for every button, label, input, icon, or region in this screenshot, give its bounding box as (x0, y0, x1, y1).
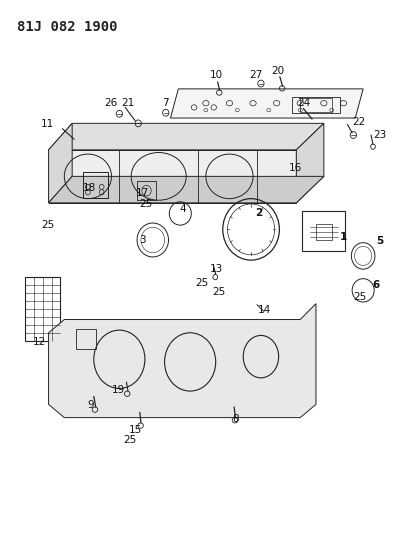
Text: 27: 27 (249, 70, 263, 79)
Text: 17: 17 (135, 188, 149, 198)
Text: 12: 12 (33, 337, 47, 347)
Bar (76, 328, 96, 349)
Text: 14: 14 (257, 305, 271, 315)
Text: 25: 25 (124, 435, 137, 446)
Text: 21: 21 (122, 98, 135, 108)
Bar (302, 211, 345, 251)
Bar (300, 98, 332, 112)
Bar (292, 97, 339, 113)
Text: 5: 5 (376, 236, 383, 246)
Text: 6: 6 (372, 280, 379, 290)
Text: 19: 19 (112, 384, 125, 394)
Text: 1: 1 (340, 232, 347, 243)
Text: 15: 15 (129, 425, 143, 435)
Text: 24: 24 (297, 98, 310, 108)
Text: 25: 25 (139, 199, 153, 209)
Text: 2: 2 (255, 208, 263, 219)
Text: 4: 4 (179, 204, 186, 214)
Text: 25: 25 (212, 287, 225, 297)
Bar (83, 172, 108, 198)
Bar (25, 277, 60, 341)
Text: 9: 9 (88, 400, 94, 410)
Text: 18: 18 (83, 183, 97, 193)
Bar (316, 224, 332, 240)
Text: 25: 25 (41, 220, 54, 230)
Text: 3: 3 (139, 235, 145, 245)
Polygon shape (49, 150, 296, 203)
Text: 16: 16 (289, 164, 302, 173)
Text: 26: 26 (104, 98, 117, 108)
Text: 81J 082 1900: 81J 082 1900 (17, 20, 118, 34)
Polygon shape (170, 89, 363, 118)
Text: 25: 25 (195, 278, 209, 288)
Polygon shape (49, 304, 316, 418)
Text: 7: 7 (162, 98, 169, 108)
Polygon shape (49, 123, 72, 203)
Polygon shape (296, 123, 324, 203)
Polygon shape (49, 176, 324, 203)
Text: 22: 22 (352, 117, 365, 127)
Polygon shape (49, 123, 324, 150)
Text: 10: 10 (210, 70, 223, 79)
Text: 20: 20 (271, 67, 284, 76)
Text: 13: 13 (210, 264, 223, 274)
Text: 25: 25 (353, 292, 367, 302)
Bar (137, 181, 156, 200)
Text: 11: 11 (41, 119, 54, 130)
Text: 8: 8 (232, 414, 239, 424)
Text: 23: 23 (373, 130, 386, 140)
